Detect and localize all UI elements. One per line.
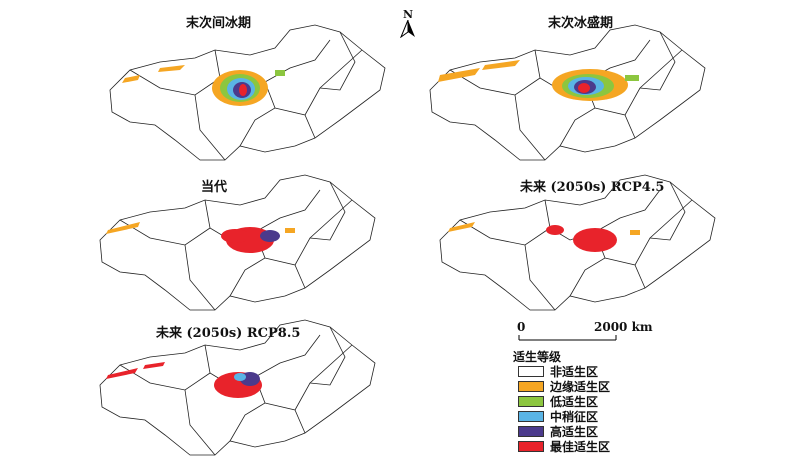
legend-label: 非适生区 [550, 365, 599, 379]
legend-title: 适生等级 [513, 350, 562, 364]
north-arrow-label: N [403, 8, 414, 21]
legend-item: 非适生区 [518, 365, 599, 379]
panel-title-lig: 末次间冰期 [186, 16, 252, 31]
legend-swatch [518, 441, 544, 452]
legend-label: 边缘适生区 [550, 380, 611, 394]
legend-item: 高适生区 [518, 425, 599, 439]
legend-item: 边缘适生区 [518, 380, 611, 394]
legend-label: 低适生区 [550, 395, 599, 409]
map-panel-lig [109, 24, 386, 161]
legend-item: 最佳适生区 [518, 440, 611, 454]
legend-swatch [518, 411, 544, 422]
map-panel-lgm [429, 24, 706, 161]
legend-swatch [518, 381, 544, 392]
panel-title-rcp45: 未来 (2050s) RCP4.5 [520, 180, 665, 195]
map-panel-rcp85 [99, 319, 376, 456]
legend-label: 中稍征区 [550, 410, 599, 424]
map-panel-rcp45 [439, 174, 716, 311]
legend-label: 最佳适生区 [550, 440, 611, 454]
panel-title-current: 当代 [201, 180, 228, 195]
scale-start-label: 0 [517, 320, 526, 334]
legend-label: 高适生区 [550, 425, 599, 439]
legend-swatch [518, 396, 544, 407]
map-panel-current [99, 174, 376, 311]
legend-item: 中稍征区 [518, 410, 599, 424]
legend-swatch [518, 426, 544, 437]
north-arrow-icon [400, 20, 415, 38]
panel-title-lgm: 末次冰盛期 [548, 16, 614, 31]
legend-swatch [518, 366, 544, 377]
scale-bar [518, 335, 617, 341]
panel-title-rcp85: 未来 (2050s) RCP8.5 [156, 326, 301, 341]
legend-item: 低适生区 [518, 395, 599, 409]
scale-end-label: 2000 km [594, 320, 653, 334]
